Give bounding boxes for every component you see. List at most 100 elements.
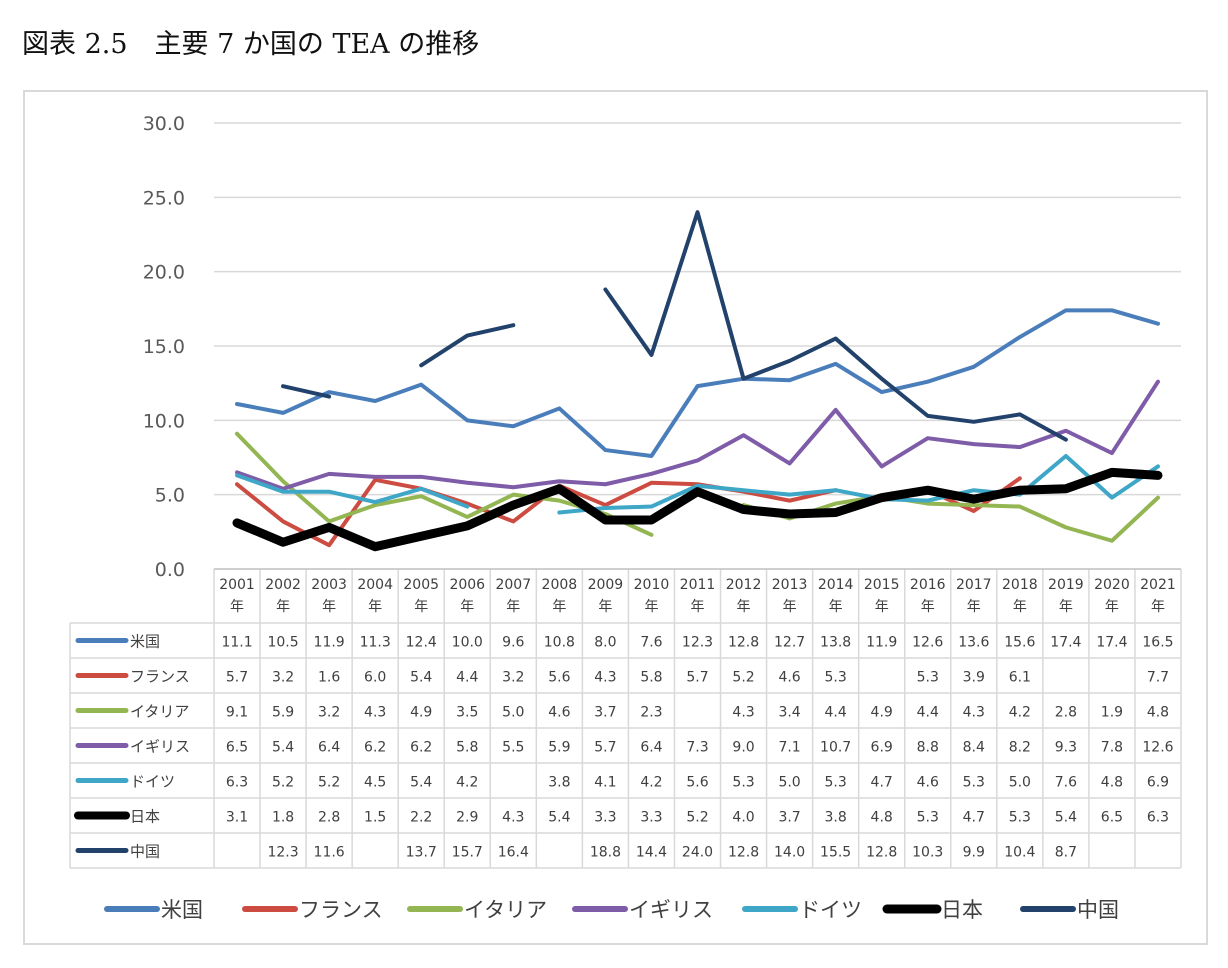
x-tick-label: 年: [598, 599, 612, 615]
y-tick-label: 25.0: [143, 187, 185, 209]
data-label: 6.5: [1101, 810, 1123, 826]
legend: 米国 フランス イタリア イギリス ドイツ 日本 中国: [104, 898, 1119, 922]
x-tick-label: 2007: [495, 577, 531, 593]
y-tick-label: 0.0: [155, 559, 185, 581]
data-label: 5.3: [732, 775, 754, 791]
data-label: 14.0: [774, 845, 805, 861]
series-line-中国: [419, 323, 516, 368]
data-label: 5.2: [272, 775, 294, 791]
data-label: 3.2: [502, 670, 524, 686]
data-label: 9.0: [732, 740, 754, 756]
data-label: 5.9: [272, 705, 294, 721]
data-label: 5.2: [318, 775, 340, 791]
data-label: 5.3: [1009, 810, 1031, 826]
data-label: 4.9: [410, 705, 432, 721]
data-label: 10.7: [820, 740, 851, 756]
data-label: 4.8: [1101, 775, 1123, 791]
data-label: 3.9: [963, 670, 985, 686]
data-label: 2.8: [318, 810, 340, 826]
row-series-name: イギリス: [130, 738, 190, 756]
data-label: 4.6: [917, 775, 939, 791]
data-label: 6.9: [1147, 775, 1169, 791]
series-line-中国: [603, 210, 1068, 442]
row-series-name: ドイツ: [130, 773, 175, 791]
data-label: 4.3: [732, 705, 754, 721]
data-label: 5.5: [502, 740, 524, 756]
data-label: 6.9: [871, 740, 893, 756]
data-label: 7.6: [640, 635, 662, 651]
data-label: 7.7: [1147, 670, 1169, 686]
x-tick-label: 年: [506, 599, 520, 615]
data-label: 16.4: [498, 845, 529, 861]
data-label: 3.1: [226, 810, 248, 826]
data-label: 7.1: [778, 740, 800, 756]
line-chart: 0.05.010.015.020.025.030.0 2001年2002年200…: [69, 113, 1182, 922]
data-label: 5.7: [594, 740, 616, 756]
x-tick-label: 年: [1151, 599, 1165, 615]
data-label: 10.4: [1004, 845, 1035, 861]
data-label: 7.8: [1101, 740, 1123, 756]
y-tick-label: 10.0: [143, 410, 185, 432]
data-label: 6.1: [1009, 670, 1031, 686]
data-label: 3.2: [272, 670, 294, 686]
x-tick-label: 年: [691, 599, 705, 615]
x-tick-label: 2017: [956, 577, 992, 593]
x-tick-label: 年: [783, 599, 797, 615]
legend-label: 中国: [1077, 898, 1119, 922]
data-label: 6.4: [318, 740, 340, 756]
data-label: 4.4: [825, 705, 847, 721]
data-label: 5.9: [548, 740, 570, 756]
data-label: 3.2: [318, 705, 340, 721]
data-label: 12.7: [774, 635, 805, 651]
data-label: 5.7: [686, 670, 708, 686]
data-label: 11.9: [866, 635, 897, 651]
data-label: 15.5: [820, 845, 851, 861]
x-tick-label: 年: [1105, 599, 1119, 615]
data-label: 5.0: [778, 775, 800, 791]
x-tick-label: 2006: [449, 577, 485, 593]
data-label: 8.4: [963, 740, 985, 756]
data-label: 12.8: [728, 635, 759, 651]
data-label: 4.8: [1147, 705, 1169, 721]
x-tick-label: 年: [368, 599, 382, 615]
data-label: 5.3: [963, 775, 985, 791]
data-label: 5.0: [502, 705, 524, 721]
data-label: 5.4: [1055, 810, 1077, 826]
x-tick-label: 年: [875, 599, 889, 615]
data-label: 2.2: [410, 810, 432, 826]
row-series-name: 米国: [130, 633, 160, 651]
data-label: 16.5: [1142, 635, 1173, 651]
data-label: 3.5: [456, 705, 478, 721]
data-label: 4.3: [364, 705, 386, 721]
data-label: 7.6: [1055, 775, 1077, 791]
series-line-中国: [281, 384, 332, 399]
legend-label: イギリス: [629, 898, 713, 922]
series-line-イギリス: [235, 379, 1160, 491]
data-label: 6.0: [364, 670, 386, 686]
data-label: 6.3: [1147, 810, 1169, 826]
data-label: 6.2: [364, 740, 386, 756]
legend-label: 日本: [941, 898, 983, 922]
row-series-name: 中国: [130, 843, 160, 861]
series-line-ドイツ: [235, 473, 470, 509]
data-label: 4.3: [502, 810, 524, 826]
data-label: 5.8: [456, 740, 478, 756]
data-label: 12.3: [267, 845, 298, 861]
data-label: 12.6: [1142, 740, 1173, 756]
data-label: 4.8: [871, 810, 893, 826]
data-label: 4.7: [963, 810, 985, 826]
data-label: 17.4: [1050, 635, 1081, 651]
row-series-name: フランス: [130, 668, 190, 686]
data-label: 4.2: [1009, 705, 1031, 721]
data-label: 3.8: [548, 775, 570, 791]
data-label: 9.9: [963, 845, 985, 861]
y-tick-label: 5.0: [155, 485, 185, 507]
data-label: 4.2: [456, 775, 478, 791]
data-label: 5.3: [825, 670, 847, 686]
data-label: 5.8: [640, 670, 662, 686]
x-tick-label: 年: [1013, 599, 1027, 615]
data-label: 15.6: [1004, 635, 1035, 651]
y-tick-label: 30.0: [143, 113, 185, 135]
x-tick-label: 2009: [588, 577, 624, 593]
data-label: 4.6: [778, 670, 800, 686]
